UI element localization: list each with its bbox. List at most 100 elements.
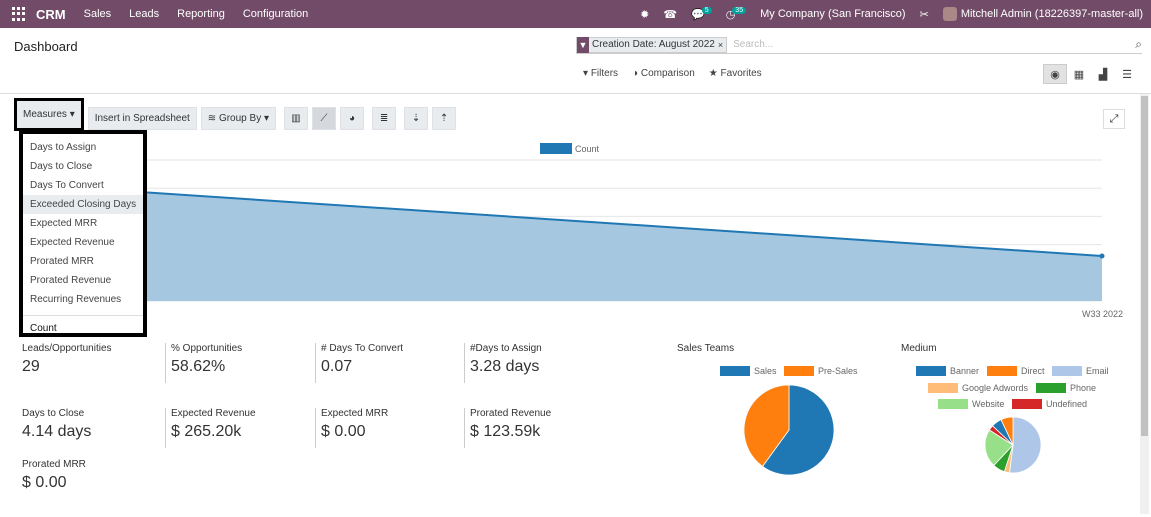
company-switcher[interactable]: My Company (San Francisco) <box>760 8 906 20</box>
kpi-days-to-convert[interactable]: # Days To Convert 0.07 <box>315 343 403 383</box>
kpi-opportunities-pct[interactable]: % Opportunities 58.62% <box>165 343 242 383</box>
measures-dropdown: Days to Assign Days to Close Days To Con… <box>19 130 147 337</box>
kpi-days-to-close[interactable]: Days to Close 4.14 days <box>22 408 91 441</box>
graph-view-icon[interactable]: ▟ <box>1098 68 1108 81</box>
kpi-label: Prorated MRR <box>22 459 86 470</box>
measures-button[interactable]: Measures ▾ <box>14 98 84 131</box>
measure-option-count[interactable]: Count <box>30 323 57 334</box>
sort-descending-icon[interactable]: ⇣ <box>404 107 429 130</box>
star-icon: ★ <box>708 68 718 79</box>
line-chart-icon[interactable]: ⟋ <box>312 107 337 130</box>
legend-count-label[interactable]: Count <box>575 144 600 154</box>
expand-icon[interactable]: ⤢ <box>1103 109 1125 129</box>
search-options: ▾ Filters ◑ Comparison ★ Favorites <box>583 68 762 79</box>
legend-label: Banner <box>950 366 980 376</box>
legend-label: Sales <box>754 366 777 376</box>
legend-swatch <box>784 366 814 376</box>
menu-sales[interactable]: Sales <box>83 8 112 20</box>
legend-direct[interactable]: Direct <box>987 366 1045 376</box>
user-menu[interactable]: Mitchell Admin (18226397-master-all) <box>942 7 1143 21</box>
kpi-leads[interactable]: Leads/Opportunities 29 <box>22 343 112 376</box>
pivot-view-icon[interactable]: ▦ <box>1073 68 1085 81</box>
kpi-expected-revenue[interactable]: Expected Revenue $ 265.20k <box>165 408 256 448</box>
measure-option[interactable]: Prorated MRR <box>30 256 94 267</box>
measure-option[interactable]: Exceeded Closing Days <box>23 195 143 214</box>
kpi-value: $ 0.00 <box>321 423 366 440</box>
messages-button[interactable]: 💬5 <box>691 6 712 21</box>
legend-label: Google Adwords <box>962 383 1029 393</box>
bar-chart-icon[interactable]: ▥ <box>284 107 309 130</box>
menu-reporting[interactable]: Reporting <box>177 8 225 20</box>
list-view-icon[interactable]: ☰ <box>1122 68 1132 81</box>
kpi-prorated-revenue[interactable]: Prorated Revenue $ 123.59k <box>464 408 551 448</box>
search-facet: ▼ Creation Date: August 2022 × <box>576 36 728 53</box>
tools-icon[interactable]: ✂ <box>919 8 929 21</box>
kpi-days-to-assign[interactable]: #Days to Assign 3.28 days <box>464 343 542 383</box>
kpi-prorated-mrr[interactable]: Prorated MRR $ 0.00 <box>22 459 86 492</box>
graph-toolbar: Measures ▾ Insert in Spreadsheet ≋ Group… <box>14 98 457 131</box>
measure-option[interactable]: Expected MRR <box>30 218 98 229</box>
remove-facet-icon[interactable]: × <box>717 39 724 50</box>
data-point <box>1099 253 1105 259</box>
sales-teams-pie[interactable] <box>744 385 834 475</box>
phone-icon[interactable]: ☎ <box>663 8 678 21</box>
pie-chart-icon[interactable]: ◕ <box>340 107 365 130</box>
stacked-icon[interactable]: ≣ <box>372 107 397 130</box>
legend-label: Phone <box>1070 383 1097 393</box>
legend-undefined[interactable]: Undefined <box>1012 399 1087 409</box>
measure-option[interactable]: Expected Revenue <box>30 237 115 248</box>
legend-label: Email <box>1086 366 1109 376</box>
group-by-button[interactable]: ≋ Group By ▾ <box>200 107 277 130</box>
menu-configuration[interactable]: Configuration <box>242 8 309 20</box>
sort-ascending-icon[interactable]: ⇡ <box>432 107 457 130</box>
measure-option[interactable]: Recurring Revenues <box>30 294 122 305</box>
kpi-label: Days to Close <box>22 408 85 419</box>
activities-button[interactable]: ◷35 <box>726 6 747 21</box>
scrollbar[interactable] <box>1140 94 1149 514</box>
menu-leads[interactable]: Leads <box>129 8 160 20</box>
filters-button[interactable]: ▾ Filters <box>583 68 618 79</box>
pie-slice-pre-sales <box>744 385 790 467</box>
x-tick-label: W33 2022 <box>1082 309 1123 319</box>
favorites-label: Favorites <box>720 68 762 79</box>
legend-banner[interactable]: Banner <box>916 366 979 376</box>
measure-option[interactable]: Days to Close <box>30 161 93 172</box>
kpi-label: Expected Revenue <box>171 408 256 419</box>
legend-email[interactable]: Email <box>1052 366 1109 376</box>
legend-label: Direct <box>1021 366 1045 376</box>
user-name: Mitchell Admin (18226397-master-all) <box>960 7 1143 20</box>
search-icon[interactable]: ⌕ <box>1135 37 1142 51</box>
favorites-button[interactable]: ★ Favorites <box>709 68 762 79</box>
chat-icon: 💬 <box>691 8 705 21</box>
search-input[interactable]: Search... <box>733 39 774 50</box>
kpi-value: 0.07 <box>321 358 353 375</box>
apps-menu-icon[interactable] <box>12 7 30 21</box>
adjust-icon: ◑ <box>632 68 639 79</box>
kpi-label: Expected MRR <box>321 408 389 419</box>
kpi-expected-mrr[interactable]: Expected MRR $ 0.00 <box>315 408 389 448</box>
legend-label: Pre-Sales <box>818 366 858 376</box>
measure-option[interactable]: Days to Assign <box>30 142 97 153</box>
page-title: Dashboard <box>14 39 78 54</box>
medium-pie[interactable] <box>985 417 1041 473</box>
kpi-value: 3.28 days <box>470 358 540 375</box>
scrollbar-thumb[interactable] <box>1141 96 1148 436</box>
app-brand[interactable]: CRM <box>36 6 66 22</box>
legend-pre-sales[interactable]: Pre-Sales <box>784 366 858 376</box>
legend-website[interactable]: Website <box>938 399 1004 409</box>
filter-icon: ▼ <box>577 36 589 53</box>
comparison-button[interactable]: ◑ Comparison <box>632 68 695 79</box>
kpi-value: $ 265.20k <box>171 423 242 440</box>
medium-title: Medium <box>901 343 937 354</box>
bug-icon[interactable]: ✹ <box>640 8 650 21</box>
measures-label: Measures <box>23 109 67 120</box>
legend-google-adwords[interactable]: Google Adwords <box>928 383 1028 393</box>
legend-phone[interactable]: Phone <box>1036 383 1096 393</box>
dashboard-view-icon[interactable]: ◉ <box>1043 64 1067 84</box>
legend-swatch <box>916 366 946 376</box>
activities-badge: 35 <box>732 6 747 14</box>
measure-option[interactable]: Days To Convert <box>30 180 104 191</box>
insert-spreadsheet-button[interactable]: Insert in Spreadsheet <box>87 107 197 130</box>
measure-option[interactable]: Prorated Revenue <box>30 275 112 286</box>
legend-sales[interactable]: Sales <box>720 366 777 376</box>
